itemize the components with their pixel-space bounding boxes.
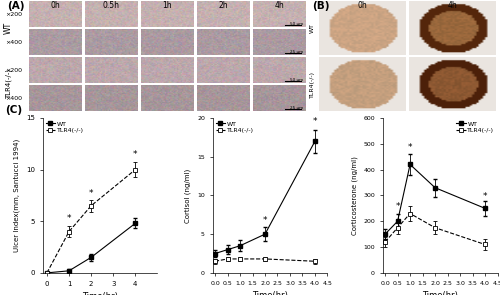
Text: 4h: 4h [448,1,458,11]
Text: 0h: 0h [358,1,368,11]
Text: *: * [396,202,400,211]
Text: ×200: ×200 [6,68,22,73]
Text: *: * [133,150,138,159]
Text: 0.5h: 0.5h [103,1,120,11]
Text: *: * [89,189,94,198]
Text: WT: WT [310,23,315,33]
Text: *: * [263,216,268,225]
Text: 0h: 0h [50,1,60,11]
Text: 50 μm: 50 μm [290,78,304,82]
Legend: WT, TLR4(-/-): WT, TLR4(-/-) [46,121,84,133]
Text: 50 μm: 50 μm [290,22,304,26]
Text: ×200: ×200 [6,12,22,17]
Y-axis label: Corticosterone (ng/ml): Corticosterone (ng/ml) [351,156,358,235]
X-axis label: Time(hr): Time(hr) [422,291,458,295]
Text: TLR4(-/-): TLR4(-/-) [310,71,315,98]
Text: *: * [483,191,488,201]
Text: ×400: ×400 [6,40,22,45]
Text: 25 μm: 25 μm [290,106,304,110]
Text: (A): (A) [8,1,25,12]
Text: 2h: 2h [218,1,228,11]
Text: (B): (B) [312,1,330,12]
Text: ×400: ×400 [6,96,22,101]
Text: *: * [312,117,317,126]
Text: WT: WT [4,22,13,34]
X-axis label: Time(hr): Time(hr) [82,292,118,295]
Text: TLR4(-/-): TLR4(-/-) [5,69,12,99]
Y-axis label: Cortisol (ng/ml): Cortisol (ng/ml) [185,168,192,222]
Legend: WT, TLR4(-/-): WT, TLR4(-/-) [216,121,254,133]
Legend: WT, TLR4(-/-): WT, TLR4(-/-) [456,121,494,133]
Text: *: * [408,142,412,152]
Text: *: * [67,214,71,223]
Text: (C): (C) [5,105,22,115]
Text: 25 μm: 25 μm [290,50,304,54]
Text: 1h: 1h [162,1,172,11]
Y-axis label: Ulcer Index(mm, Santucci 1994): Ulcer Index(mm, Santucci 1994) [14,139,20,252]
X-axis label: Time(hr): Time(hr) [252,291,288,295]
Text: 4h: 4h [274,1,284,11]
